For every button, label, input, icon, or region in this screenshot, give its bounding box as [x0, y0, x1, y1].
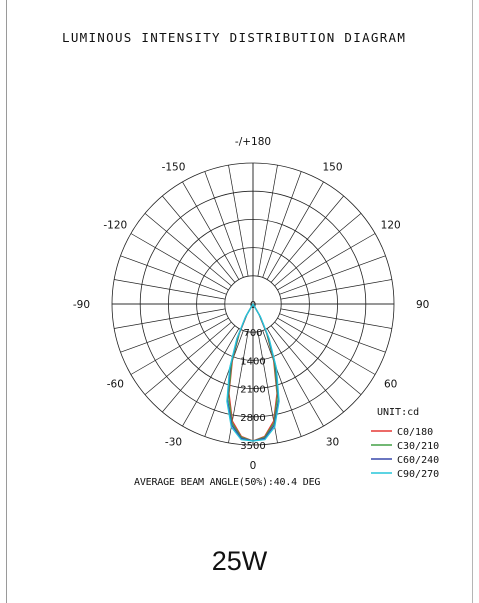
chart-title: LUMINOUS INTENSITY DISTRIBUTION DIAGRAM	[62, 30, 407, 45]
angle-label: 150	[322, 161, 342, 173]
grid-spoke	[262, 330, 302, 437]
grid-spoke	[280, 308, 392, 329]
grid-spoke	[257, 165, 278, 277]
angle-labels: -/+180 150 120 90 60 30 0 -30 -60 -90 -120 -150	[73, 136, 430, 472]
grid-spoke	[144, 213, 232, 287]
radial-tick-label: 1400	[240, 356, 265, 367]
angle-label: -120	[103, 220, 127, 232]
grid-spoke	[182, 328, 240, 427]
intensity-curves	[226, 303, 280, 442]
series-curve	[226, 303, 280, 442]
grid-spoke	[204, 330, 244, 437]
angle-label: 30	[326, 437, 339, 449]
grid-spoke	[274, 321, 362, 395]
grid-spoke	[114, 308, 226, 329]
grid-spoke	[270, 325, 344, 413]
grid-spoke	[279, 255, 386, 295]
polar-grid	[111, 162, 395, 446]
grid-spoke	[270, 195, 344, 283]
grid-spoke	[144, 321, 232, 395]
radial-tick-label: 3500	[240, 441, 265, 452]
angle-label: -150	[162, 161, 186, 173]
grid-spoke	[277, 317, 376, 375]
beam-angle-text: AVERAGE BEAM ANGLE(50%):40.4 DEG	[134, 477, 321, 488]
angle-label: 120	[381, 220, 401, 232]
angle-label: -60	[107, 379, 124, 391]
grid-spoke	[277, 233, 376, 291]
radial-tick-label: 2800	[240, 413, 265, 424]
radial-tick-labels: 0 700 1400 2100 2800 3500	[240, 300, 265, 452]
grid-spoke	[274, 213, 362, 287]
grid-spoke	[262, 171, 302, 278]
angle-label: -/+180	[235, 136, 271, 148]
legend-label: C30/210	[397, 441, 439, 452]
angle-label: -30	[165, 437, 182, 449]
angle-label: -90	[73, 299, 90, 311]
grid-spoke	[266, 328, 324, 427]
grid-spoke	[162, 325, 236, 413]
legend: C0/180 C30/210 C60/240 C90/270	[371, 427, 439, 480]
grid-spoke	[130, 317, 229, 375]
radial-tick-label: 700	[243, 328, 262, 339]
legend-label: C60/240	[397, 455, 439, 466]
angle-label: 90	[416, 299, 429, 311]
radial-tick-label: 2100	[240, 385, 265, 396]
grid-spoke	[120, 255, 227, 295]
radial-tick-label: 0	[250, 300, 256, 311]
grid-spoke	[120, 313, 227, 353]
grid-spoke	[114, 279, 226, 300]
legend-label: C90/270	[397, 469, 439, 480]
grid-spoke	[279, 313, 386, 353]
grid-spoke	[182, 181, 240, 280]
legend-label: C0/180	[397, 427, 433, 438]
grid-spoke	[266, 181, 324, 280]
grid-spoke	[280, 279, 392, 300]
angle-label: 60	[384, 379, 397, 391]
grid-spoke	[162, 195, 236, 283]
grid-spoke	[130, 233, 229, 291]
frame-right-edge	[472, 0, 473, 603]
unit-label: UNIT:cd	[377, 407, 419, 418]
grid-spoke	[204, 171, 244, 278]
frame-left-edge	[6, 0, 7, 603]
grid-spoke	[228, 165, 249, 277]
power-label: 25W	[211, 546, 268, 576]
angle-label: 0	[250, 460, 257, 472]
